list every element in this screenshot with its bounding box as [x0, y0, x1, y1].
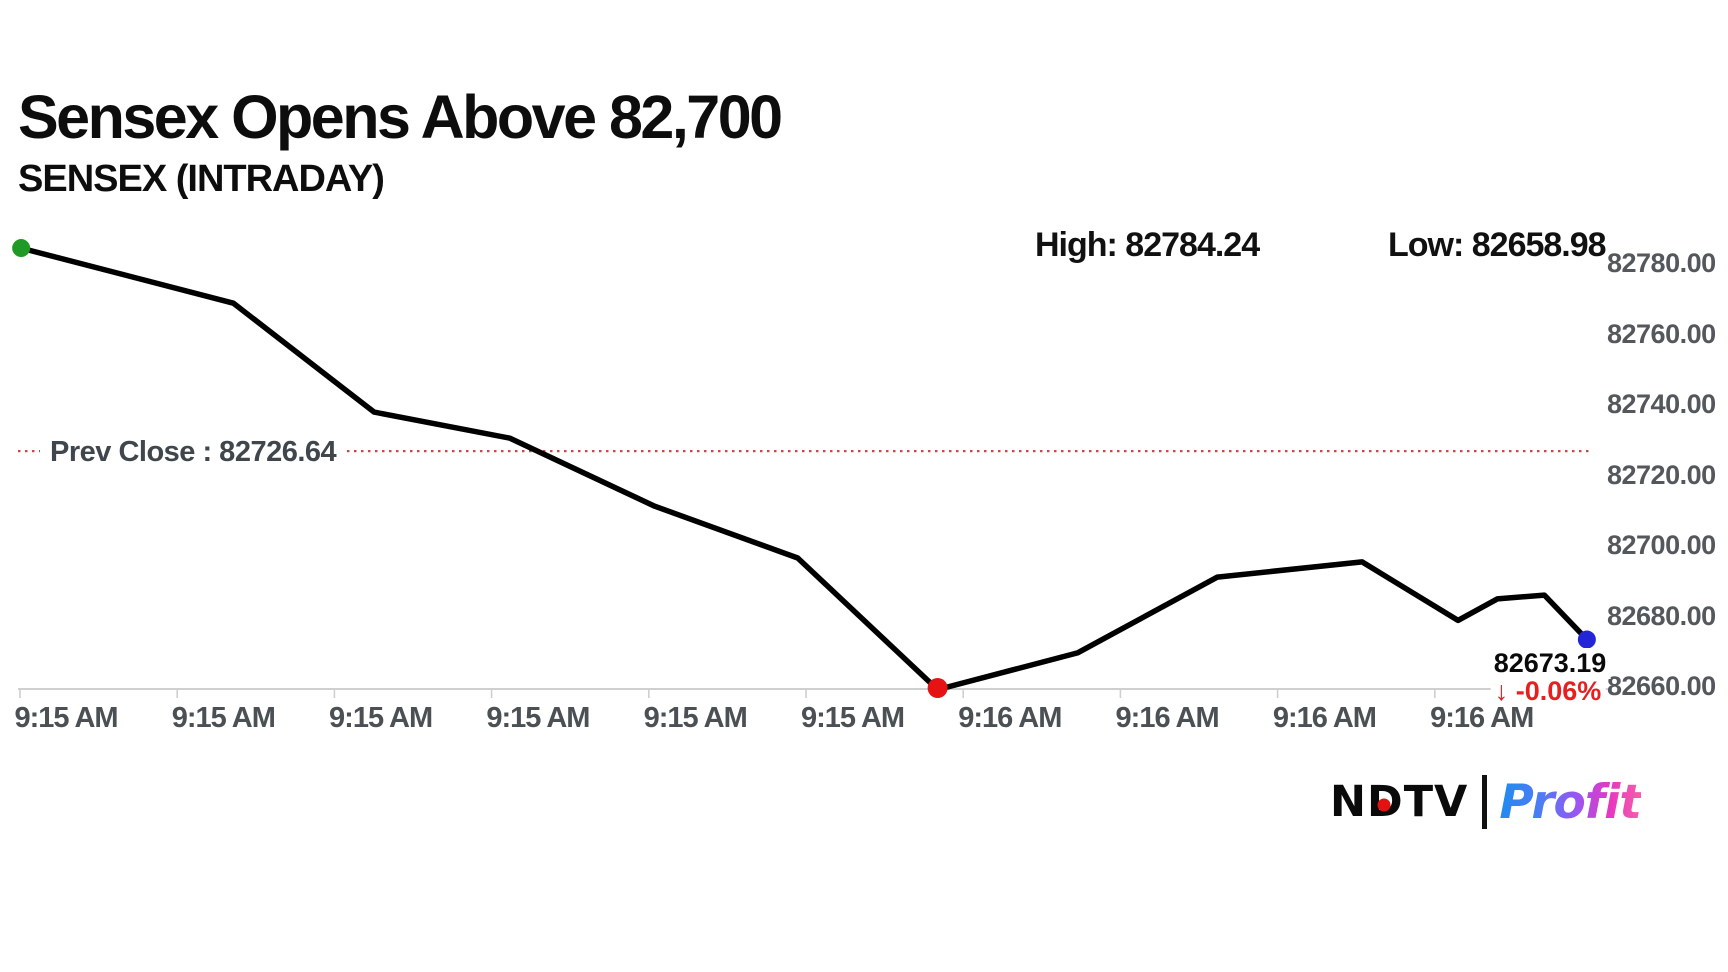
- y-axis-label: 82720.00: [1607, 459, 1716, 490]
- low-value-label: Low: 82658.98: [1388, 226, 1607, 264]
- y-axis-label: 82700.00: [1607, 530, 1716, 560]
- y-axis-label: 82660.00: [1607, 671, 1716, 701]
- low-dot: [927, 678, 948, 698]
- end-dot: [1577, 630, 1596, 649]
- y-axis-label: 82740.00: [1607, 389, 1716, 419]
- x-axis-label: 9:15 AM: [486, 702, 590, 734]
- logo-divider: [1482, 775, 1488, 829]
- page-title: Sensex Opens Above 82,700: [18, 83, 783, 151]
- x-axis-label: 9:15 AM: [14, 702, 118, 734]
- x-axis-label: 9:16 AM: [1115, 702, 1220, 734]
- y-axis-label: 82760.00: [1607, 318, 1716, 349]
- ndtv-profit-logo: NDTV Profit: [1330, 774, 1642, 830]
- last-price-label: 82673.19: [1489, 648, 1611, 679]
- high-value-label: High: 82784.24: [1035, 226, 1260, 264]
- x-axis-label: 9:15 AM: [171, 702, 276, 734]
- x-axis-label: 9:15 AM: [800, 702, 905, 734]
- x-axis-label: 9:16 AM: [1272, 702, 1377, 734]
- ndtv-wordmark: NDTV: [1330, 780, 1468, 824]
- prev-close-label: Prev Close : 82726.64: [40, 436, 347, 469]
- profit-wordmark: Profit: [1499, 774, 1641, 830]
- y-axis-label: 82780.00: [1607, 248, 1716, 278]
- ndtv-red-dot-icon: [1377, 798, 1391, 812]
- x-axis-label: 9:15 AM: [643, 702, 748, 734]
- price-line: [18, 245, 1590, 693]
- start-dot: [12, 239, 31, 258]
- x-axis-label: 9:16 AM: [1430, 702, 1534, 734]
- x-axis-label: 9:16 AM: [958, 702, 1062, 734]
- last-change-label: ↓ -0.06%: [1490, 676, 1606, 707]
- chart-subtitle: SENSEX (INTRADAY): [18, 158, 385, 200]
- ndtv-letter-n: N: [1330, 776, 1367, 827]
- x-axis-label: 9:15 AM: [329, 702, 433, 734]
- ndtv-letter-d: D: [1367, 780, 1404, 824]
- y-axis-label: 82680.00: [1607, 600, 1716, 631]
- ndtv-letters-tv: TV: [1403, 776, 1469, 827]
